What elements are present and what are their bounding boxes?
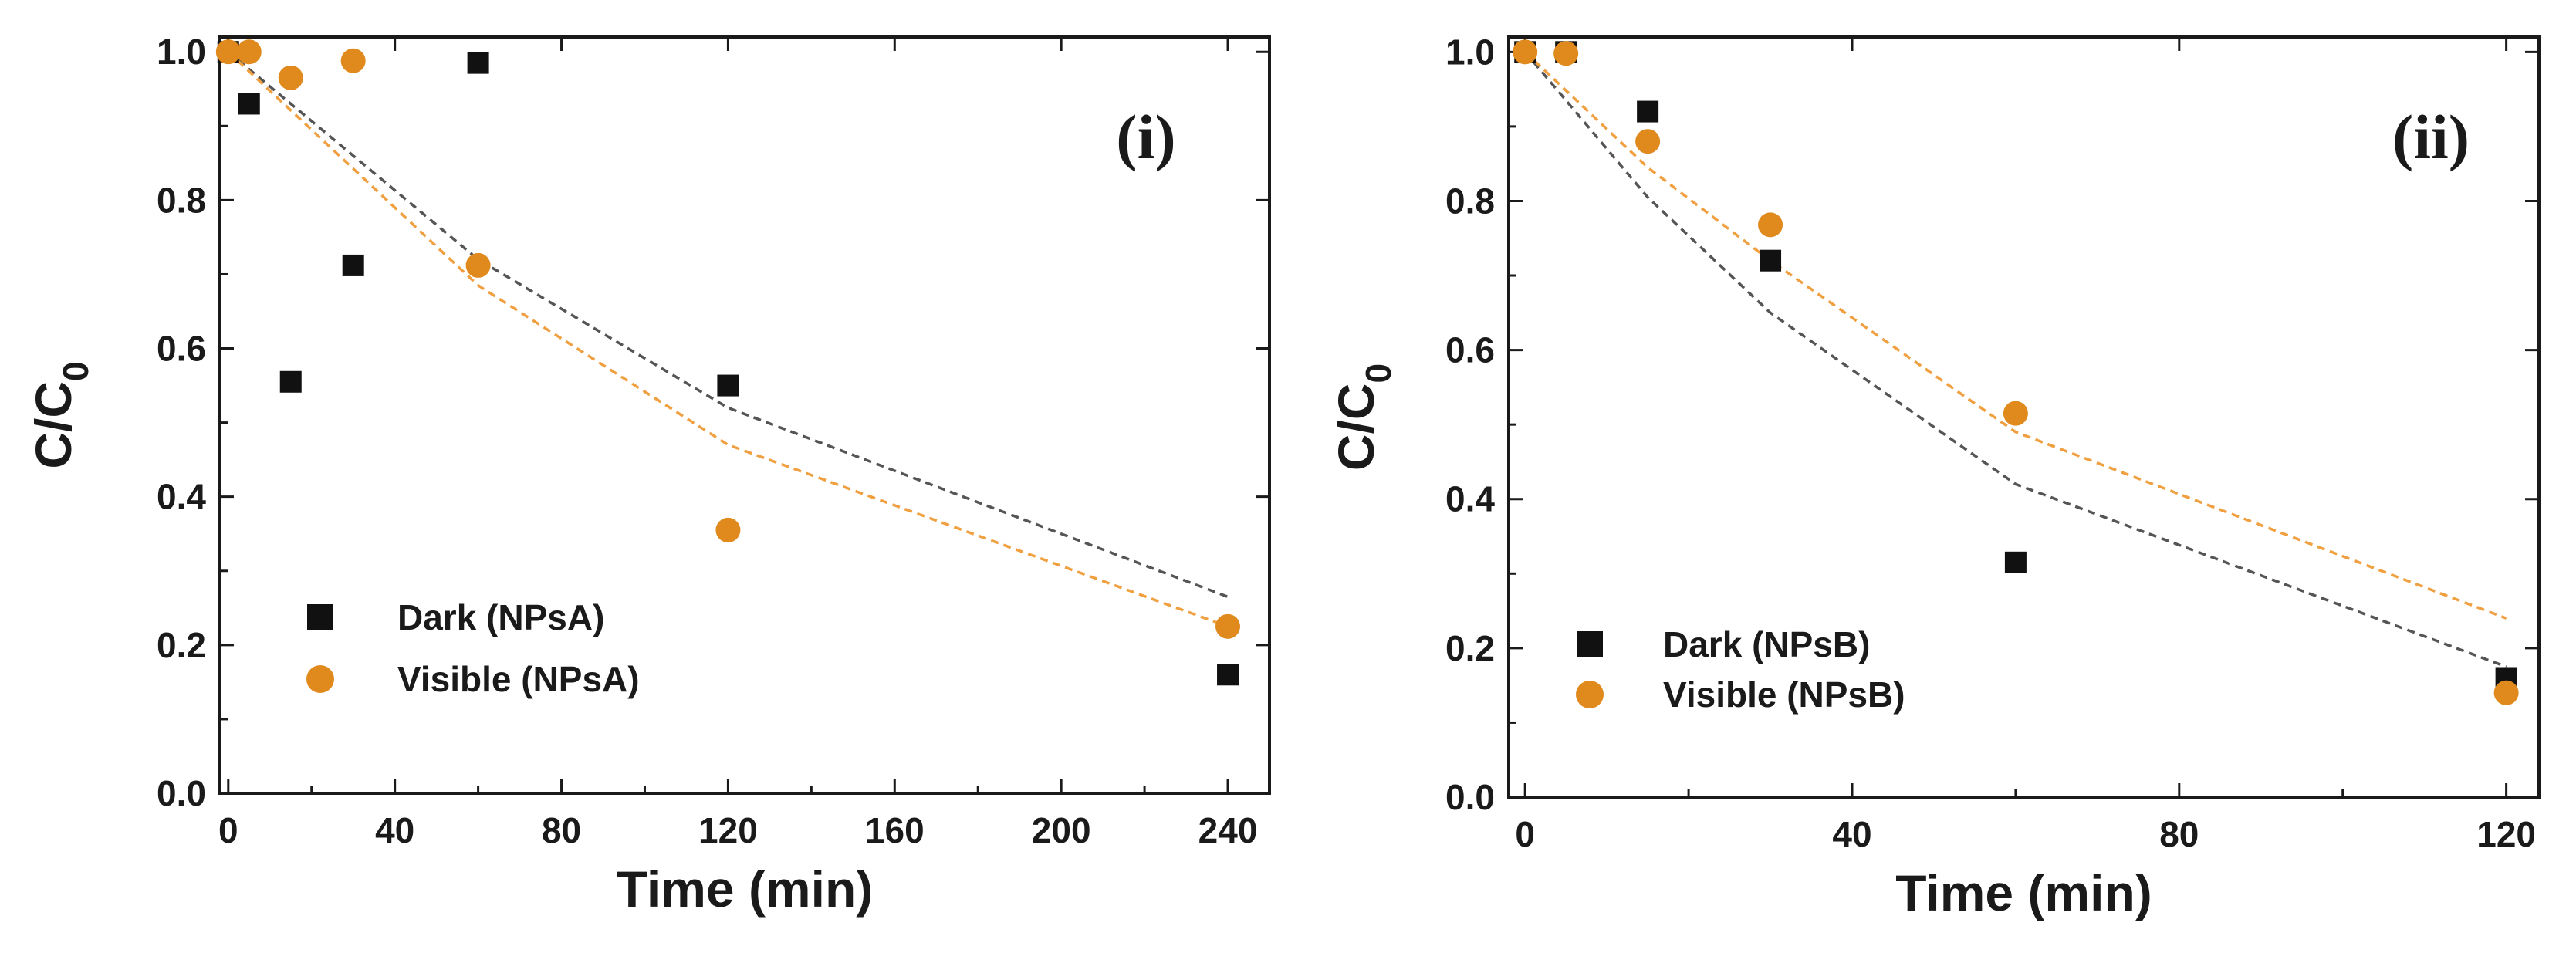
x-tick-label: 160 bbox=[865, 810, 925, 850]
data-point-visible bbox=[278, 65, 303, 90]
data-point-dark bbox=[2004, 551, 2027, 573]
data-point-dark bbox=[1217, 664, 1239, 686]
x-tick-label: 80 bbox=[542, 810, 581, 850]
x-axis-title: Time (min) bbox=[1895, 864, 2152, 921]
y-tick-label: 0.2 bbox=[157, 625, 206, 665]
x-tick-label: 40 bbox=[1832, 814, 1871, 854]
data-point-visible bbox=[465, 252, 491, 278]
y-tick-label: 0.0 bbox=[1445, 777, 1495, 817]
data-point-dark bbox=[342, 254, 364, 276]
y-axis-title: C/C0 bbox=[25, 361, 96, 468]
data-point-visible bbox=[2493, 680, 2519, 705]
legend-marker-visible bbox=[1576, 681, 1604, 708]
y-tick-label: 1.0 bbox=[157, 32, 206, 72]
x-tick-label: 0 bbox=[1515, 814, 1535, 854]
chart-panel-1: 0 40 80 120 160 200 240 0.0 0.2 0.4 0.6 0.8 1.0 Time … bbox=[25, 32, 1271, 918]
data-point-dark bbox=[238, 93, 260, 115]
y-tick-label: 0.4 bbox=[157, 477, 206, 517]
data-point-visible bbox=[1553, 41, 1579, 66]
data-point-visible bbox=[1215, 613, 1241, 639]
fit-line-visible bbox=[1523, 51, 2507, 620]
y-axis-title-main: C/C bbox=[25, 381, 82, 469]
data-point-visible bbox=[236, 39, 262, 65]
data-point-visible bbox=[1513, 39, 1538, 65]
y-tick-label: 0.6 bbox=[157, 329, 206, 369]
y-axis-title: C/C0 bbox=[1327, 363, 1398, 471]
y-axis-title-subscript: 0 bbox=[56, 361, 96, 381]
plot-frame bbox=[218, 35, 1271, 795]
data-point-dark bbox=[1637, 100, 1659, 123]
data-point-visible bbox=[340, 48, 366, 73]
y-tick-label: 0.2 bbox=[1445, 628, 1495, 668]
data-point-dark bbox=[279, 370, 302, 393]
data-point-visible bbox=[1635, 129, 1661, 154]
data-point-dark bbox=[1760, 249, 1782, 272]
data-point-visible bbox=[1758, 212, 1783, 238]
data-point-dark bbox=[467, 52, 489, 74]
legend-marker-dark bbox=[307, 604, 333, 630]
fit-line-dark bbox=[1523, 51, 2507, 668]
legend-label: Dark (NPsB) bbox=[1663, 624, 1870, 664]
x-tick-label: 120 bbox=[2476, 814, 2536, 854]
y-tick-label: 0.0 bbox=[157, 773, 206, 813]
x-tick-label: 240 bbox=[1198, 810, 1258, 850]
legend-marker-dark bbox=[1577, 631, 1603, 657]
data-point-visible bbox=[215, 39, 241, 65]
legend-marker-visible bbox=[306, 665, 334, 693]
legend-label: Visible (NPsB) bbox=[1663, 674, 1905, 715]
panel-label: (i) bbox=[1116, 102, 1175, 172]
data-point-dark bbox=[717, 374, 739, 397]
data-point-visible bbox=[2003, 401, 2028, 426]
x-tick-label: 40 bbox=[375, 810, 414, 850]
legend-label: Visible (NPsA) bbox=[397, 659, 640, 699]
x-tick-label: 0 bbox=[218, 810, 238, 850]
fit-line-visible bbox=[227, 50, 1229, 628]
data-point-visible bbox=[715, 517, 741, 542]
y-tick-label: 0.6 bbox=[1445, 330, 1495, 370]
y-tick-label: 1.0 bbox=[1445, 32, 1495, 72]
y-tick-label: 0.8 bbox=[1445, 181, 1495, 221]
x-axis-title: Time (min) bbox=[617, 860, 873, 918]
plot-frame bbox=[1507, 35, 2541, 799]
x-tick-label: 120 bbox=[698, 810, 758, 850]
legend-label: Dark (NPsA) bbox=[397, 597, 604, 637]
x-tick-label: 200 bbox=[1032, 810, 1091, 850]
x-tick-label: 80 bbox=[2159, 814, 2199, 854]
fit-line-dark bbox=[227, 50, 1229, 599]
y-tick-label: 0.8 bbox=[157, 180, 206, 220]
y-axis-title-subscript: 0 bbox=[1358, 363, 1398, 384]
panel-label: (ii) bbox=[2392, 102, 2470, 172]
y-tick-label: 0.4 bbox=[1445, 479, 1495, 519]
y-axis-title-main: C/C bbox=[1327, 383, 1384, 471]
